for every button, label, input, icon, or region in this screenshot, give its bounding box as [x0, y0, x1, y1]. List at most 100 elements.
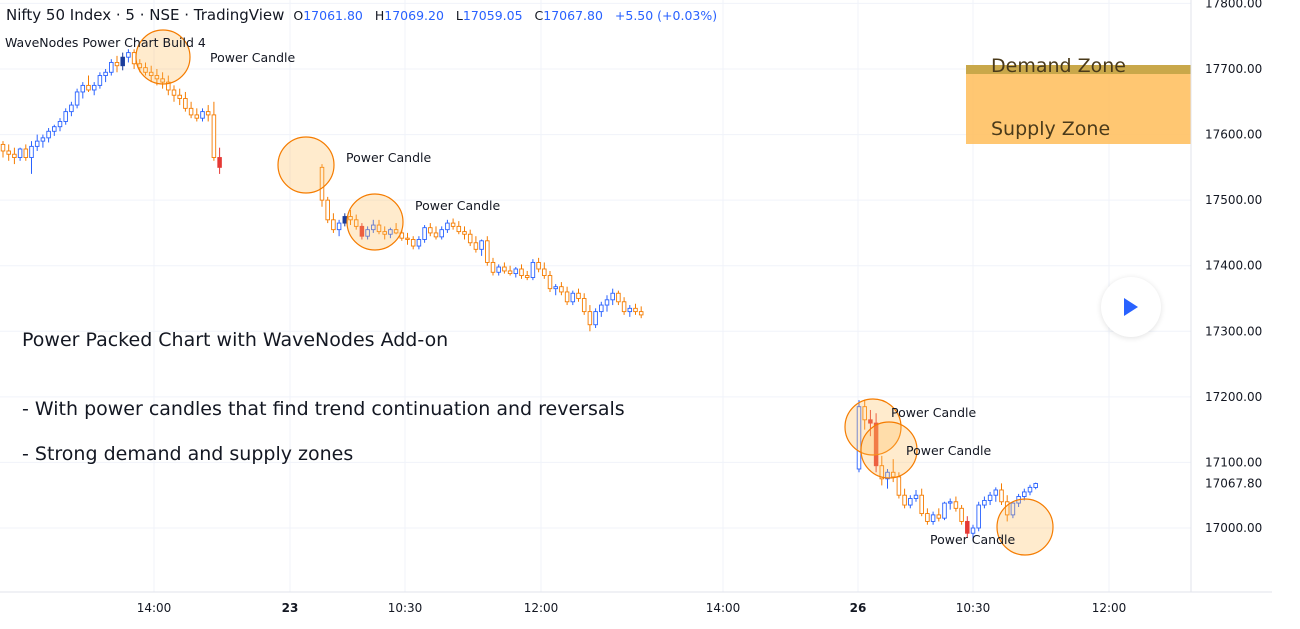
candle: [993, 489, 999, 496]
candle: [74, 91, 80, 106]
bullet-annotation-2: - Strong demand and supply zones: [22, 443, 354, 465]
power-candle-label: Power Candle: [906, 443, 991, 458]
candle: [348, 216, 353, 221]
candle: [183, 98, 188, 109]
candle: [331, 219, 336, 231]
candle: [982, 500, 987, 506]
candle: [126, 52, 131, 58]
time-axis[interactable]: 14:00 23 10:30 12:00 14:00 26 10:30 12:00: [0, 591, 1272, 615]
candle: [34, 140, 40, 147]
candle: [496, 266, 501, 273]
supply-zone-label: Supply Zone: [991, 118, 1110, 140]
candle: [23, 148, 29, 158]
power-candle-highlights: [135, 29, 1054, 556]
candle: [205, 111, 211, 116]
change-value: +5.50 (+0.03%): [614, 7, 718, 23]
candle: [570, 292, 576, 303]
candle: [114, 61, 120, 67]
candle: [69, 104, 74, 113]
power-candle-label: Power Candle: [930, 532, 1015, 547]
power-candle-circle: [135, 29, 191, 85]
candle: [925, 513, 930, 522]
price-tick-label: 17800.00: [1205, 0, 1262, 10]
play-button[interactable]: [1101, 277, 1161, 337]
time-tick-label: 14:00: [706, 601, 741, 615]
candle: [587, 311, 593, 326]
power-candle: [120, 56, 125, 67]
power-candle: [217, 157, 222, 168]
candle: [91, 84, 97, 91]
candle: [638, 311, 644, 316]
symbol-title[interactable]: Nifty 50 Index · 5 · NSE · TradingView: [6, 6, 285, 24]
candle: [433, 232, 439, 238]
candle: [947, 501, 953, 504]
candle: [456, 225, 462, 233]
time-tick-label: 26: [850, 601, 867, 615]
candle: [576, 292, 581, 299]
time-tick-label: 12:00: [1092, 601, 1127, 615]
power-candle-labels: Power Candle Power Candle Power Candle P…: [210, 50, 1015, 547]
candle: [388, 229, 393, 235]
candle: [188, 107, 194, 116]
candle: [896, 476, 902, 496]
candle: [479, 240, 484, 250]
candle: [200, 111, 205, 119]
candle: [908, 498, 913, 506]
candle: [86, 84, 91, 91]
power-candle: [359, 225, 365, 237]
candle: [365, 229, 370, 237]
candle: [913, 494, 919, 499]
candle: [336, 222, 342, 231]
candle: [109, 61, 114, 73]
indicator-title[interactable]: WaveNodes Power Chart Build 4: [5, 35, 206, 50]
candle: [627, 307, 633, 313]
candle: [410, 239, 416, 247]
time-tick-label: 12:00: [524, 601, 559, 615]
candle: [40, 137, 46, 142]
candle: [890, 471, 896, 478]
candle: [160, 78, 165, 83]
candles-layer: [0, 49, 1038, 542]
candle: [428, 227, 433, 234]
power-candle-label: Power Candle: [415, 198, 500, 213]
high-label: H: [374, 7, 385, 23]
candle: [1027, 486, 1033, 493]
candle: [936, 514, 942, 519]
price-tick-label: 17200.00: [1205, 390, 1262, 404]
chart-grid: [0, 0, 1191, 592]
candle: [52, 126, 57, 132]
time-tick-label: 23: [282, 601, 299, 615]
play-icon: [1124, 298, 1138, 316]
candle: [445, 222, 450, 231]
candle: [930, 514, 936, 522]
candle: [987, 494, 993, 501]
candle: [325, 199, 330, 221]
candle: [610, 292, 615, 301]
power-candle: [965, 520, 970, 534]
price-tick-label: 17000.00: [1205, 521, 1262, 535]
power-candle: [873, 422, 879, 467]
power-candle-circle: [277, 136, 335, 194]
candle: [467, 233, 473, 244]
price-tick-label: 17600.00: [1205, 128, 1262, 142]
candle: [513, 268, 519, 275]
power-candle: [342, 216, 348, 224]
price-axis[interactable]: 17800.00 17700.00 17600.00 17500.00 17400.00…: [1190, 0, 1262, 592]
candle: [621, 301, 627, 313]
candle: [633, 307, 638, 313]
price-tick-label: 17500.00: [1205, 193, 1262, 207]
last-price-label: 17067.80: [1205, 477, 1262, 491]
power-candle-label: Power Candle: [891, 405, 976, 420]
candle: [879, 465, 885, 480]
candle: [485, 240, 490, 263]
candle: [177, 94, 182, 99]
candle: [999, 489, 1004, 503]
candle: [148, 71, 154, 77]
zones-layer: Demand Zone Supply Zone: [966, 55, 1191, 144]
low-value: 17059.05: [462, 7, 523, 23]
candle: [171, 89, 177, 96]
candle: [57, 121, 63, 128]
candle: [416, 239, 422, 247]
candle: [604, 299, 610, 306]
